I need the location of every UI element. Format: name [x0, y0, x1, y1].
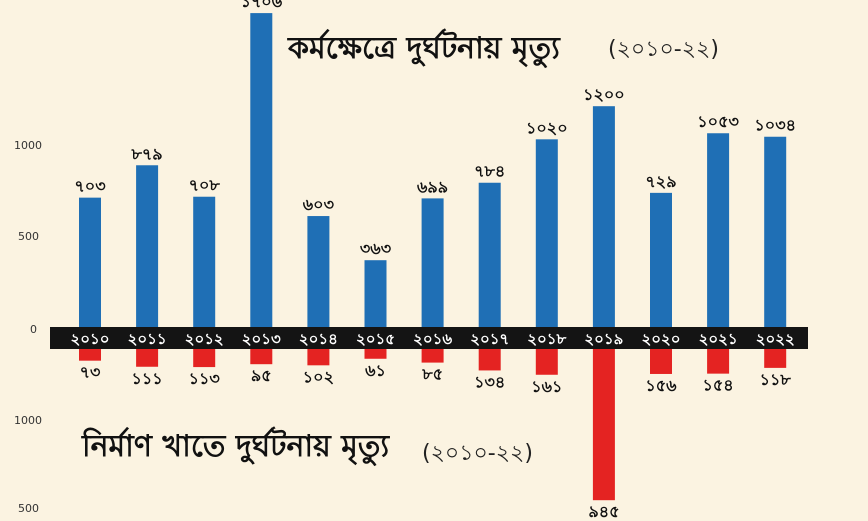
- data-label-bottom: ১৬১: [531, 377, 562, 396]
- bar-top: [478, 182, 501, 327]
- data-label-top: ৭০৮: [189, 176, 221, 195]
- bar-bottom: [707, 349, 730, 374]
- data-label-bottom: ৯৫: [251, 366, 272, 385]
- year-label: ২০১৯: [584, 330, 623, 348]
- year-label: ২০২২: [756, 330, 795, 348]
- chart-title-range: (২০১০-২২): [608, 37, 719, 62]
- bar-bottom: [764, 349, 787, 368]
- data-label-top: ৭০৩: [74, 177, 106, 196]
- chart-title: কর্মক্ষেত্রে দুর্ঘটনায় মৃত্যু: [287, 28, 561, 68]
- bar-top: [707, 133, 730, 327]
- year-label: ২০১১: [128, 330, 167, 348]
- data-label-top: ১০৫৩: [697, 112, 739, 131]
- bar-top: [650, 192, 672, 327]
- bar-top: [535, 139, 558, 327]
- bar-bottom: [364, 349, 387, 359]
- data-label-top: ৬৯৯: [417, 177, 448, 196]
- data-label-bottom: ১১৮: [760, 370, 792, 389]
- data-label-bottom: ১১৩: [189, 369, 221, 388]
- year-label: ২০১৩: [242, 330, 281, 348]
- year-label: ২০১৪: [299, 330, 338, 348]
- bar-bottom: [592, 349, 615, 501]
- data-label-bottom: ১১১: [132, 369, 163, 388]
- bar-bottom: [79, 349, 101, 361]
- data-label-top: ১০২০: [526, 118, 568, 137]
- bar-bottom: [136, 349, 159, 367]
- bars-group: ৭০৩ ২০১০ ৭৩ ৮৭৯ ২০১১ ১১১ ৭০৮ ২০১২ ১১৩ ১৭০৬ ২০১৩ ৯৫ ৬…: [71, 0, 796, 521]
- bar-bottom: [307, 349, 330, 366]
- data-label-bottom: ৯৪৫: [588, 502, 619, 521]
- year-label: ২০১৮: [527, 330, 566, 348]
- year-label: ২০২০: [641, 330, 680, 348]
- year-label: ২০১৫: [356, 330, 395, 348]
- bar-bottom: [193, 349, 216, 368]
- data-label-bottom: ৭৩: [80, 363, 101, 382]
- bar-top: [307, 216, 330, 327]
- data-label-bottom: ১৫৪: [703, 376, 734, 395]
- data-label-bottom: ৮৫: [421, 365, 443, 384]
- year-label: ২০১৭: [470, 330, 509, 348]
- data-label-top: ১৭০৬: [241, 0, 283, 11]
- year-label: ২০১৬: [413, 330, 452, 348]
- y-tick-top-0: 0: [30, 323, 37, 336]
- bar-bottom: [650, 349, 672, 374]
- data-label-top: ৭২৯: [645, 172, 676, 191]
- data-label-top: ৭৮৪: [474, 162, 505, 181]
- bar-top: [136, 165, 159, 327]
- bar-top: [764, 136, 787, 327]
- data-label-bottom: ৬১: [365, 361, 386, 380]
- bar-bottom: [250, 349, 273, 365]
- year-label: ২০১০: [71, 330, 110, 348]
- bar-top: [592, 106, 615, 327]
- data-label-top: ৮৭৯: [131, 144, 163, 163]
- bar-top: [79, 197, 101, 327]
- chart-subtitle: নির্মাণ খাতে দুর্ঘটনায় মৃত্যু: [81, 426, 390, 466]
- y-tick-bottom-1000: 1000: [14, 414, 42, 427]
- data-label-bottom: ১০২: [303, 367, 334, 386]
- bar-top: [364, 260, 387, 327]
- data-label-top: ১০৩৪: [754, 116, 796, 135]
- y-tick-top-500: 500: [18, 230, 39, 243]
- bar-top: [250, 13, 273, 327]
- bar-top: [421, 198, 444, 327]
- year-axis-band: [50, 327, 808, 349]
- year-label: ২০২১: [699, 330, 738, 348]
- data-label-top: ৩৬৩: [360, 239, 392, 258]
- bar-top: [193, 196, 216, 327]
- year-label: ২০১২: [185, 330, 224, 348]
- chart-subtitle-range: (২০১০-২২): [422, 441, 533, 466]
- bar-bottom: [478, 349, 501, 371]
- data-label-top: ১২০০: [583, 85, 625, 104]
- data-label-bottom: ১৩৪: [474, 372, 505, 391]
- y-tick-bottom-500: 500: [18, 502, 39, 515]
- data-label-top: ৬০৩: [303, 195, 335, 214]
- y-tick-top-1000: 1000: [14, 139, 42, 152]
- data-label-bottom: ১৫৬: [645, 376, 677, 395]
- bar-bottom: [535, 349, 558, 375]
- bar-bottom: [421, 349, 444, 363]
